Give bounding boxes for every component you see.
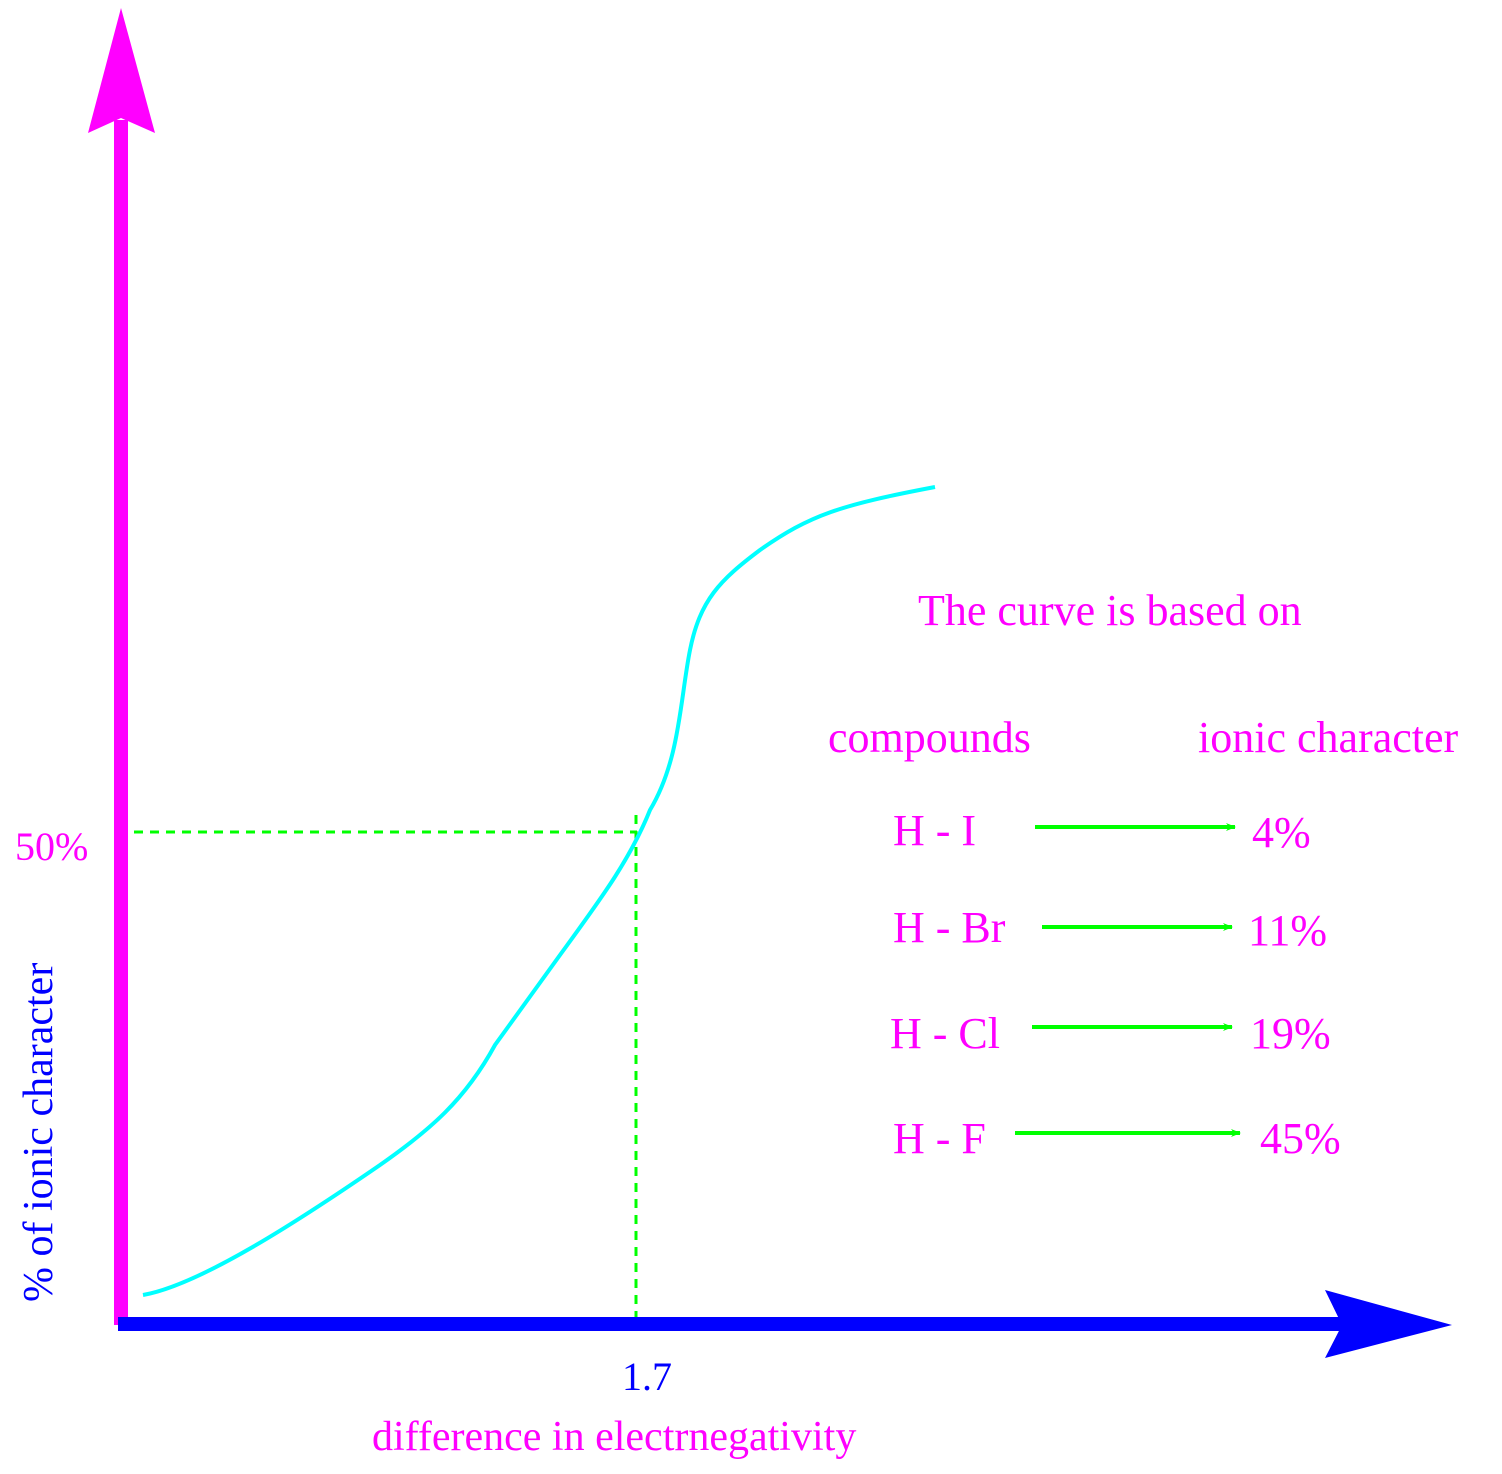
y-axis-arrowhead — [88, 8, 155, 133]
ionic-value: 45% — [1260, 1114, 1341, 1163]
x-axis — [118, 1290, 1452, 1358]
y-axis — [88, 8, 155, 1325]
ionic-character-curve — [142, 485, 936, 1297]
y-axis-title: % of ionic character — [16, 963, 62, 1302]
row-h-cl: H - Cl 19% — [890, 1009, 1331, 1058]
x-axis-title: difference in electrnegativity — [372, 1414, 856, 1460]
compound-label: H - Cl — [890, 1009, 1000, 1058]
row-h-br: H - Br 11% — [893, 903, 1327, 955]
row-h-i: H - I 4% — [893, 806, 1311, 857]
column-ionic-character: ionic character — [1198, 713, 1459, 762]
ionic-value: 11% — [1248, 906, 1327, 955]
note-title: The curve is based on — [918, 586, 1302, 635]
row-h-f: H - F 45% — [893, 1114, 1341, 1163]
column-compounds: compounds — [828, 713, 1031, 762]
y-marker-label: 50% — [15, 824, 88, 869]
x-marker-label: 1.7 — [622, 1354, 672, 1399]
compound-label: H - Br — [893, 903, 1006, 952]
compound-label: H - F — [893, 1114, 986, 1163]
ionic-value: 4% — [1252, 808, 1311, 857]
x-axis-arrowhead — [1325, 1290, 1452, 1358]
ionic-value: 19% — [1250, 1009, 1331, 1058]
compound-label: H - I — [893, 806, 976, 855]
